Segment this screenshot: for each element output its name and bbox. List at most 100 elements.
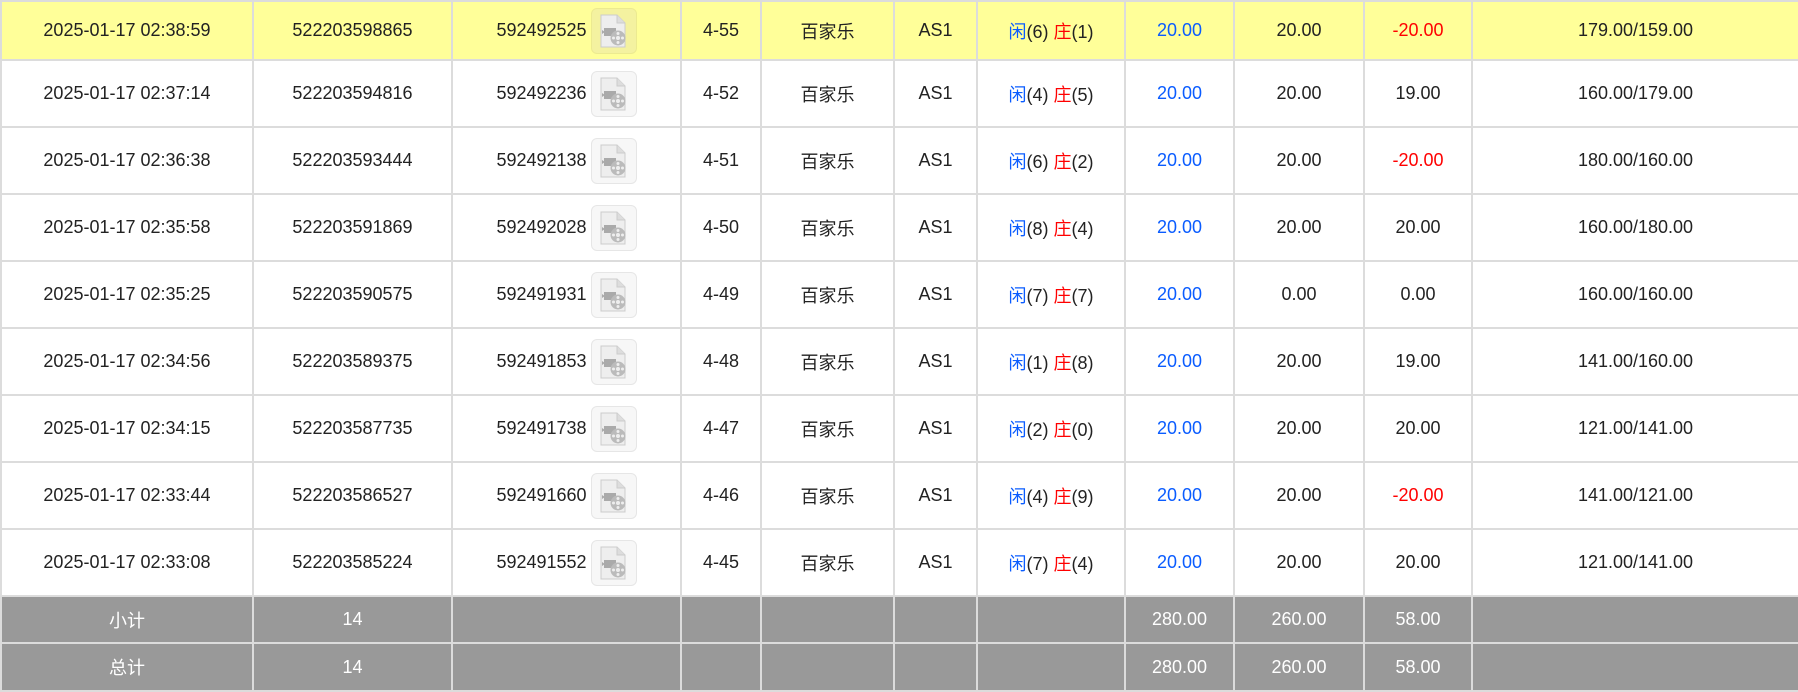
banker-label: 庄 xyxy=(1053,285,1072,306)
table-number: 4-55 xyxy=(680,0,762,61)
table-number: 4-52 xyxy=(680,59,762,128)
player-points: (8) xyxy=(1026,218,1049,239)
order-id: 522203593444 xyxy=(252,126,453,195)
video-replay-icon[interactable] xyxy=(590,405,637,452)
game-type: 百家乐 xyxy=(760,528,895,597)
player-points: (7) xyxy=(1026,285,1049,306)
room: AS1 xyxy=(893,0,978,61)
balance: 160.00/179.00 xyxy=(1471,59,1798,128)
round-id: 592491853 xyxy=(496,350,587,371)
table-row: 2025-01-17 02:35:25 522203590575 592491931… xyxy=(0,260,1798,329)
video-replay-icon[interactable] xyxy=(590,338,637,385)
balance: 121.00/141.00 xyxy=(1471,394,1798,463)
result: 闲(6) 庄(2) xyxy=(976,126,1126,195)
room: AS1 xyxy=(893,461,978,530)
bet-time: 2025-01-17 02:33:44 xyxy=(0,461,254,530)
video-replay-icon[interactable] xyxy=(590,539,637,586)
round-id: 592492028 xyxy=(496,216,587,237)
video-replay-icon[interactable] xyxy=(590,137,637,184)
bet-time: 2025-01-17 02:35:58 xyxy=(0,193,254,262)
round-cell: 592491552 xyxy=(451,528,682,597)
room: AS1 xyxy=(893,126,978,195)
table-row: 2025-01-17 02:33:08 522203585224 592491552… xyxy=(0,528,1798,597)
player-points: (6) xyxy=(1026,21,1049,42)
result: 闲(4) 庄(9) xyxy=(976,461,1126,530)
banker-points: (8) xyxy=(1071,352,1094,373)
player-label: 闲 xyxy=(1008,419,1027,440)
table-row: 2025-01-17 02:37:14 522203594816 592492236… xyxy=(0,59,1798,128)
balance: 141.00/121.00 xyxy=(1471,461,1798,530)
order-id: 522203589375 xyxy=(252,327,453,396)
banker-label: 庄 xyxy=(1053,553,1072,574)
order-id: 522203594816 xyxy=(252,59,453,128)
banker-points: (9) xyxy=(1071,486,1094,507)
bet-time: 2025-01-17 02:35:25 xyxy=(0,260,254,329)
banker-label: 庄 xyxy=(1053,21,1072,42)
video-replay-icon[interactable] xyxy=(590,472,637,519)
table-number: 4-47 xyxy=(680,394,762,463)
order-id: 522203598865 xyxy=(252,0,453,61)
balance: 160.00/180.00 xyxy=(1471,193,1798,262)
order-id: 522203590575 xyxy=(252,260,453,329)
player-points: (7) xyxy=(1026,553,1049,574)
banker-label: 庄 xyxy=(1053,218,1072,239)
win-loss: -20.00 xyxy=(1363,0,1473,61)
banker-points: (5) xyxy=(1071,84,1094,105)
bet-amount: 20.00 xyxy=(1124,59,1235,128)
player-label: 闲 xyxy=(1008,84,1027,105)
round-cell: 592492028 xyxy=(451,193,682,262)
result: 闲(2) 庄(0) xyxy=(976,394,1126,463)
banker-points: (1) xyxy=(1071,21,1094,42)
result: 闲(8) 庄(4) xyxy=(976,193,1126,262)
player-points: (2) xyxy=(1026,419,1049,440)
room: AS1 xyxy=(893,193,978,262)
win-loss: 19.00 xyxy=(1363,327,1473,396)
bet-amount: 20.00 xyxy=(1124,394,1235,463)
round-cell: 592491738 xyxy=(451,394,682,463)
round-cell: 592491660 xyxy=(451,461,682,530)
round-cell: 592491853 xyxy=(451,327,682,396)
subtotal-win-loss: 58.00 xyxy=(1363,595,1473,644)
banker-points: (4) xyxy=(1071,553,1094,574)
order-id: 522203585224 xyxy=(252,528,453,597)
bet-time: 2025-01-17 02:34:15 xyxy=(0,394,254,463)
banker-points: (0) xyxy=(1071,419,1094,440)
round-id: 592492138 xyxy=(496,149,587,170)
player-label: 闲 xyxy=(1008,21,1027,42)
balance: 121.00/141.00 xyxy=(1471,528,1798,597)
video-replay-icon[interactable] xyxy=(590,7,637,54)
bet-amount: 20.00 xyxy=(1124,126,1235,195)
banker-label: 庄 xyxy=(1053,151,1072,172)
bet-time: 2025-01-17 02:38:59 xyxy=(0,0,254,61)
win-loss: -20.00 xyxy=(1363,461,1473,530)
order-id: 522203586527 xyxy=(252,461,453,530)
result: 闲(4) 庄(5) xyxy=(976,59,1126,128)
video-replay-icon[interactable] xyxy=(590,204,637,251)
player-label: 闲 xyxy=(1008,553,1027,574)
bet-amount: 20.00 xyxy=(1124,327,1235,396)
video-replay-icon[interactable] xyxy=(590,70,637,117)
total-count: 14 xyxy=(252,642,453,692)
table-number: 4-51 xyxy=(680,126,762,195)
result: 闲(7) 庄(7) xyxy=(976,260,1126,329)
balance: 180.00/160.00 xyxy=(1471,126,1798,195)
game-type: 百家乐 xyxy=(760,126,895,195)
total-win-loss: 58.00 xyxy=(1363,642,1473,692)
order-id: 522203587735 xyxy=(252,394,453,463)
bet-amount: 20.00 xyxy=(1124,528,1235,597)
room: AS1 xyxy=(893,260,978,329)
banker-points: (7) xyxy=(1071,285,1094,306)
balance: 160.00/160.00 xyxy=(1471,260,1798,329)
valid-bet: 20.00 xyxy=(1233,126,1365,195)
player-label: 闲 xyxy=(1008,151,1027,172)
bet-amount: 20.00 xyxy=(1124,0,1235,61)
round-cell: 592492525 xyxy=(451,0,682,61)
round-id: 592491931 xyxy=(496,283,587,304)
game-type: 百家乐 xyxy=(760,0,895,61)
game-type: 百家乐 xyxy=(760,59,895,128)
subtotal-count: 14 xyxy=(252,595,453,644)
video-replay-icon[interactable] xyxy=(590,271,637,318)
table-number: 4-50 xyxy=(680,193,762,262)
round-id: 592491660 xyxy=(496,484,587,505)
table-row: 2025-01-17 02:33:44 522203586527 592491660… xyxy=(0,461,1798,530)
